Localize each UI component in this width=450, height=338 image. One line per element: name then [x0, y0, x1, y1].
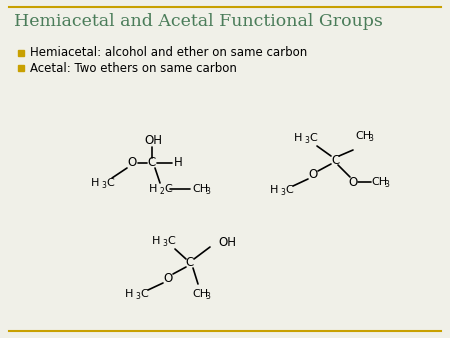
Text: C: C	[309, 133, 317, 143]
Text: 3: 3	[205, 187, 210, 196]
Text: CH: CH	[371, 177, 387, 187]
Text: Hemiacetal and Acetal Functional Groups: Hemiacetal and Acetal Functional Groups	[14, 13, 383, 30]
Text: C: C	[148, 156, 156, 169]
Text: CH: CH	[192, 184, 208, 194]
Text: C: C	[164, 184, 172, 194]
Text: H: H	[270, 185, 278, 195]
Text: 3: 3	[280, 188, 285, 197]
Text: C: C	[140, 289, 148, 299]
Text: Acetal: Two ethers on same carbon: Acetal: Two ethers on same carbon	[30, 62, 237, 74]
Text: O: O	[348, 175, 358, 189]
Text: H: H	[152, 236, 160, 246]
Text: C: C	[106, 178, 114, 188]
Text: 3: 3	[384, 180, 389, 189]
Text: C: C	[331, 153, 339, 167]
Text: 3: 3	[304, 136, 309, 145]
Text: 3: 3	[135, 292, 140, 301]
Bar	[18, 65, 24, 71]
Text: O: O	[127, 156, 137, 169]
Text: H: H	[148, 184, 157, 194]
Text: Hemiacetal: alcohol and ether on same carbon: Hemiacetal: alcohol and ether on same ca…	[30, 47, 307, 59]
Text: H: H	[174, 156, 183, 169]
Bar	[18, 50, 24, 56]
Text: CH: CH	[192, 289, 208, 299]
Text: O: O	[308, 169, 318, 182]
Text: OH: OH	[144, 135, 162, 147]
Text: 2: 2	[159, 187, 164, 196]
Text: 3: 3	[162, 239, 167, 248]
Text: C: C	[186, 257, 194, 269]
Text: C: C	[285, 185, 293, 195]
Text: H: H	[293, 133, 302, 143]
Text: 3: 3	[101, 181, 106, 190]
Text: 3: 3	[205, 292, 210, 301]
Text: 3: 3	[368, 134, 373, 143]
Text: H: H	[125, 289, 133, 299]
Text: OH: OH	[218, 237, 236, 249]
Text: O: O	[163, 272, 173, 286]
Text: H: H	[90, 178, 99, 188]
Text: CH: CH	[355, 131, 371, 141]
Text: C: C	[167, 236, 175, 246]
